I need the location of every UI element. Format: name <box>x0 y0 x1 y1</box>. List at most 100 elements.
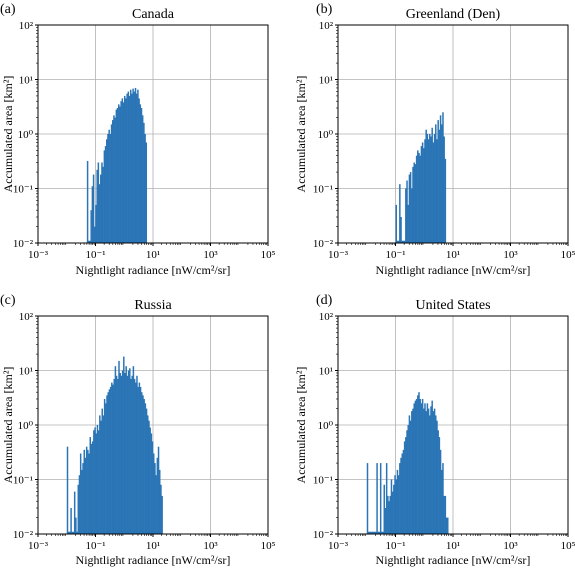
x-tick-label: 10³ <box>503 249 518 261</box>
panel-b-title: Greenland (Den) <box>406 7 501 22</box>
histogram-bar <box>441 469 443 534</box>
histogram-bar <box>132 88 134 243</box>
histogram-bar <box>430 406 432 534</box>
histogram-bar <box>445 517 448 534</box>
histogram-bar <box>372 531 375 534</box>
histogram-bar <box>94 226 96 243</box>
histogram-bar <box>89 240 91 243</box>
x-tick-label: 10³ <box>203 249 218 261</box>
histogram-bar <box>102 415 105 534</box>
x-tick-label: 10⁻¹ <box>385 540 405 552</box>
histogram-bar <box>403 441 406 534</box>
histogram-bar <box>86 160 89 243</box>
histogram-bar <box>367 531 370 534</box>
y-tick-label: 10² <box>319 20 334 32</box>
histogram-bar <box>435 415 437 534</box>
histogram-bar <box>130 378 132 534</box>
histogram-bar <box>412 408 414 534</box>
histogram-bar <box>85 446 88 534</box>
histogram-bar <box>433 134 436 243</box>
histogram-bar <box>141 392 143 534</box>
histogram-bar <box>102 166 104 243</box>
histogram-bar <box>391 491 394 534</box>
histogram-bar <box>436 420 438 534</box>
histogram-bar <box>145 408 148 534</box>
panel-d-label: (d) <box>316 293 333 308</box>
histogram-bar <box>383 484 386 534</box>
histogram-bar <box>139 386 142 534</box>
histogram-bar <box>388 501 390 534</box>
histogram-bar <box>107 134 109 243</box>
x-tick-label: 10⁻¹ <box>385 249 405 261</box>
histogram-bar <box>119 106 121 243</box>
panel-a-grid <box>37 24 269 244</box>
histogram-bar <box>114 366 117 534</box>
histogram-bar <box>67 531 70 534</box>
histogram-bar <box>409 420 412 534</box>
panel-a-label: (a) <box>0 2 16 17</box>
histogram-bar <box>112 120 114 243</box>
x-tick-label: 10⁻³ <box>28 249 49 261</box>
histogram-bar <box>123 95 126 244</box>
histogram-bar <box>91 441 94 534</box>
histogram-bar <box>426 403 429 534</box>
histogram-bar <box>131 93 133 243</box>
x-tick-label: 10⁻¹ <box>85 249 105 261</box>
panel-b-grid <box>337 24 569 244</box>
histogram-bar <box>125 366 127 534</box>
histogram-bar <box>399 463 401 534</box>
histogram-bar <box>93 430 95 534</box>
histogram-bar <box>423 408 425 534</box>
y-tick-label: 10⁻² <box>13 238 34 250</box>
histogram-bar <box>90 210 92 243</box>
histogram-bar <box>109 134 112 243</box>
histogram-bar <box>405 437 407 534</box>
histogram-bar <box>438 129 441 243</box>
histogram-bar <box>137 89 139 243</box>
x-tick-label: 10¹ <box>446 249 460 261</box>
histogram-bar <box>396 469 399 534</box>
histogram-bar <box>70 507 72 534</box>
histogram-bar <box>79 453 82 534</box>
histogram-bar <box>92 174 95 243</box>
x-tick-label: 10³ <box>203 540 218 552</box>
y-tick-label: 10¹ <box>19 366 33 378</box>
histogram-bar <box>157 446 160 534</box>
histogram-bar <box>101 408 103 534</box>
histogram-bar <box>382 531 384 534</box>
x-tick-label: 10⁻¹ <box>85 540 105 552</box>
histogram-bar <box>405 188 407 243</box>
histogram-bar <box>387 495 389 534</box>
histogram-bar <box>427 139 430 243</box>
histogram-bar <box>100 174 102 243</box>
panel-canada: 10⁻³ 10⁻¹ 10¹ 10³ 10⁵ 10⁻² 10⁻¹ 10⁰ 10¹ 10² (a) C… <box>0 2 276 277</box>
histogram-bar <box>144 403 147 534</box>
histogram-bar <box>135 382 137 534</box>
histogram-bar <box>108 129 110 243</box>
panel-d-ticks: 10⁻³ 10⁻¹ 10¹ 10³ 10⁵ 10⁻² 10⁻¹ 10⁰ 10¹ 10² <box>313 311 575 552</box>
histogram-bar <box>407 204 409 243</box>
histogram-bar <box>378 531 381 534</box>
histogram-bar <box>401 240 403 243</box>
histogram-bar <box>88 453 90 534</box>
histogram-bar <box>155 475 157 534</box>
histogram-bar <box>114 117 116 243</box>
y-tick-label: 10² <box>19 20 34 32</box>
histogram-bar <box>396 240 399 243</box>
histogram-bar <box>414 164 417 243</box>
histogram-bar <box>442 463 444 534</box>
histogram-bar <box>143 122 145 243</box>
histogram-bar <box>83 449 86 534</box>
panel-b-ylabel: Accumulated area [km²] <box>294 76 308 193</box>
histogram-bar <box>443 136 445 243</box>
histogram-bar <box>418 392 420 534</box>
histogram-bar <box>87 449 89 534</box>
x-tick-label: 10¹ <box>146 249 160 261</box>
histogram-bar <box>419 398 421 534</box>
histogram-bar <box>431 127 433 243</box>
histogram-bar <box>73 491 76 534</box>
histogram-bar <box>143 398 145 534</box>
histogram-bar <box>371 531 374 534</box>
histogram-bar <box>439 449 442 534</box>
histogram-bar <box>100 420 102 534</box>
